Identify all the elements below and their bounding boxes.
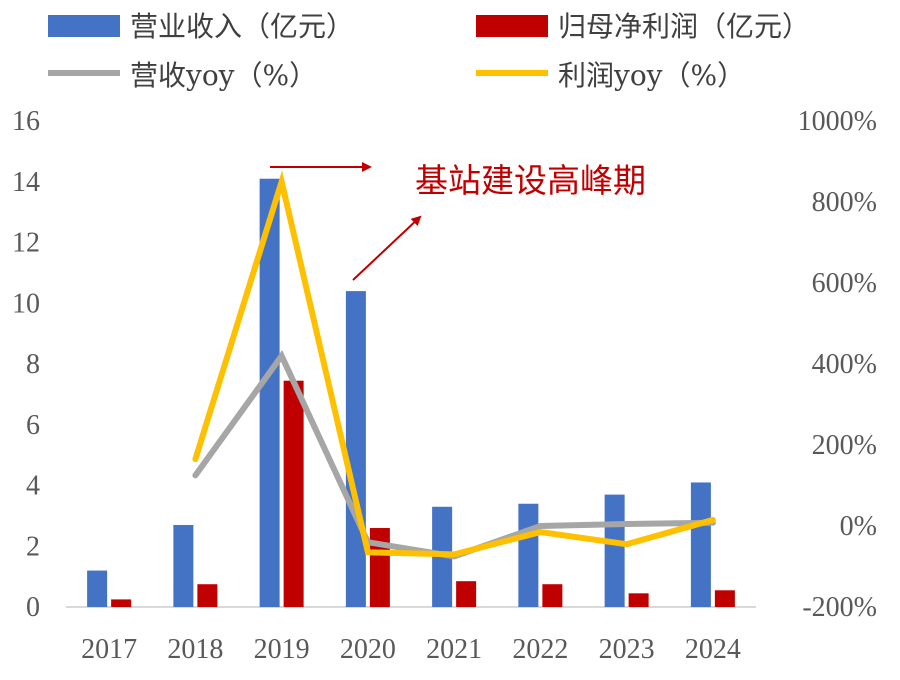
bar-revenue [604,494,625,607]
right-tick-label: 1000% [798,106,877,137]
x-tick-label: 2021 [426,634,482,665]
right-tick-label: 600% [812,268,877,299]
bar-net-profit [628,593,649,607]
bar-net-profit [456,581,477,607]
annotation-arrow-diagonal [352,215,422,281]
x-tick-label: 2024 [685,634,741,665]
x-axis-ticks: 2017 2018 2019 2020 2021 2022 2023 2024 [81,634,741,665]
annotation-label: 基站建设高峰期 [415,161,646,200]
x-tick-label: 2018 [167,634,223,665]
right-axis-ticks: -200% 0% 200% 400% 600% 800% 1000% [798,106,877,623]
right-tick-label: 800% [812,187,877,218]
left-tick-label: 14 [12,167,40,198]
left-tick-label: 2 [26,531,40,562]
legend-item-profit-yoy: 利润yoy（%） [476,59,745,92]
x-tick-label: 2020 [340,634,396,665]
left-tick-label: 10 [12,288,40,319]
legend: 营业收入（亿元） 归母净利润（亿元） 营收yoy（%） 利润yoy（%） [48,10,810,92]
annotation: 基站建设高峰期 [270,161,646,281]
legend-item-net-profit: 归母净利润（亿元） [476,10,810,43]
x-tick-label: 2017 [81,634,137,665]
left-tick-label: 0 [26,592,40,623]
x-tick-label: 2023 [599,634,655,665]
line-profit-yoy [192,170,716,558]
left-tick-label: 8 [26,349,40,380]
bar-net-profit [283,380,304,607]
bar-net-profit [714,590,735,607]
left-tick-label: 4 [26,471,40,502]
bar-revenue [87,570,108,607]
legend-label-net-profit: 归母净利润（亿元） [558,10,810,43]
x-tick-label: 2022 [512,634,568,665]
legend-label-profit-yoy: 利润yoy（%） [558,59,745,92]
x-tick-label: 2019 [254,634,310,665]
left-tick-label: 12 [12,228,40,259]
legend-swatch-net-profit [476,15,548,37]
bar-revenue [690,482,711,607]
right-tick-label: 400% [812,349,877,380]
legend-swatch-revenue [48,15,120,37]
line-series [192,170,716,560]
right-tick-label: 200% [812,430,877,461]
bar-net-profit [542,584,563,607]
right-tick-label: -200% [802,592,877,623]
bar-revenue [173,524,194,607]
left-tick-label: 6 [26,410,40,441]
bar-net-profit [369,528,390,607]
legend-item-revenue: 营业收入（亿元） [48,10,354,43]
right-tick-label: 0% [840,511,877,542]
bar-net-profit [111,599,132,607]
left-axis-ticks: 0 2 4 6 8 10 12 14 16 [12,106,40,623]
bar-revenue [518,503,539,607]
legend-label-revenue: 营业收入（亿元） [130,10,354,43]
bar-revenue [345,291,366,607]
legend-label-revenue-yoy: 营收yoy（%） [130,59,317,92]
bar-net-profit [197,584,218,607]
left-tick-label: 16 [12,106,40,137]
bar-revenue [259,178,280,607]
legend-item-revenue-yoy: 营收yoy（%） [48,59,317,92]
